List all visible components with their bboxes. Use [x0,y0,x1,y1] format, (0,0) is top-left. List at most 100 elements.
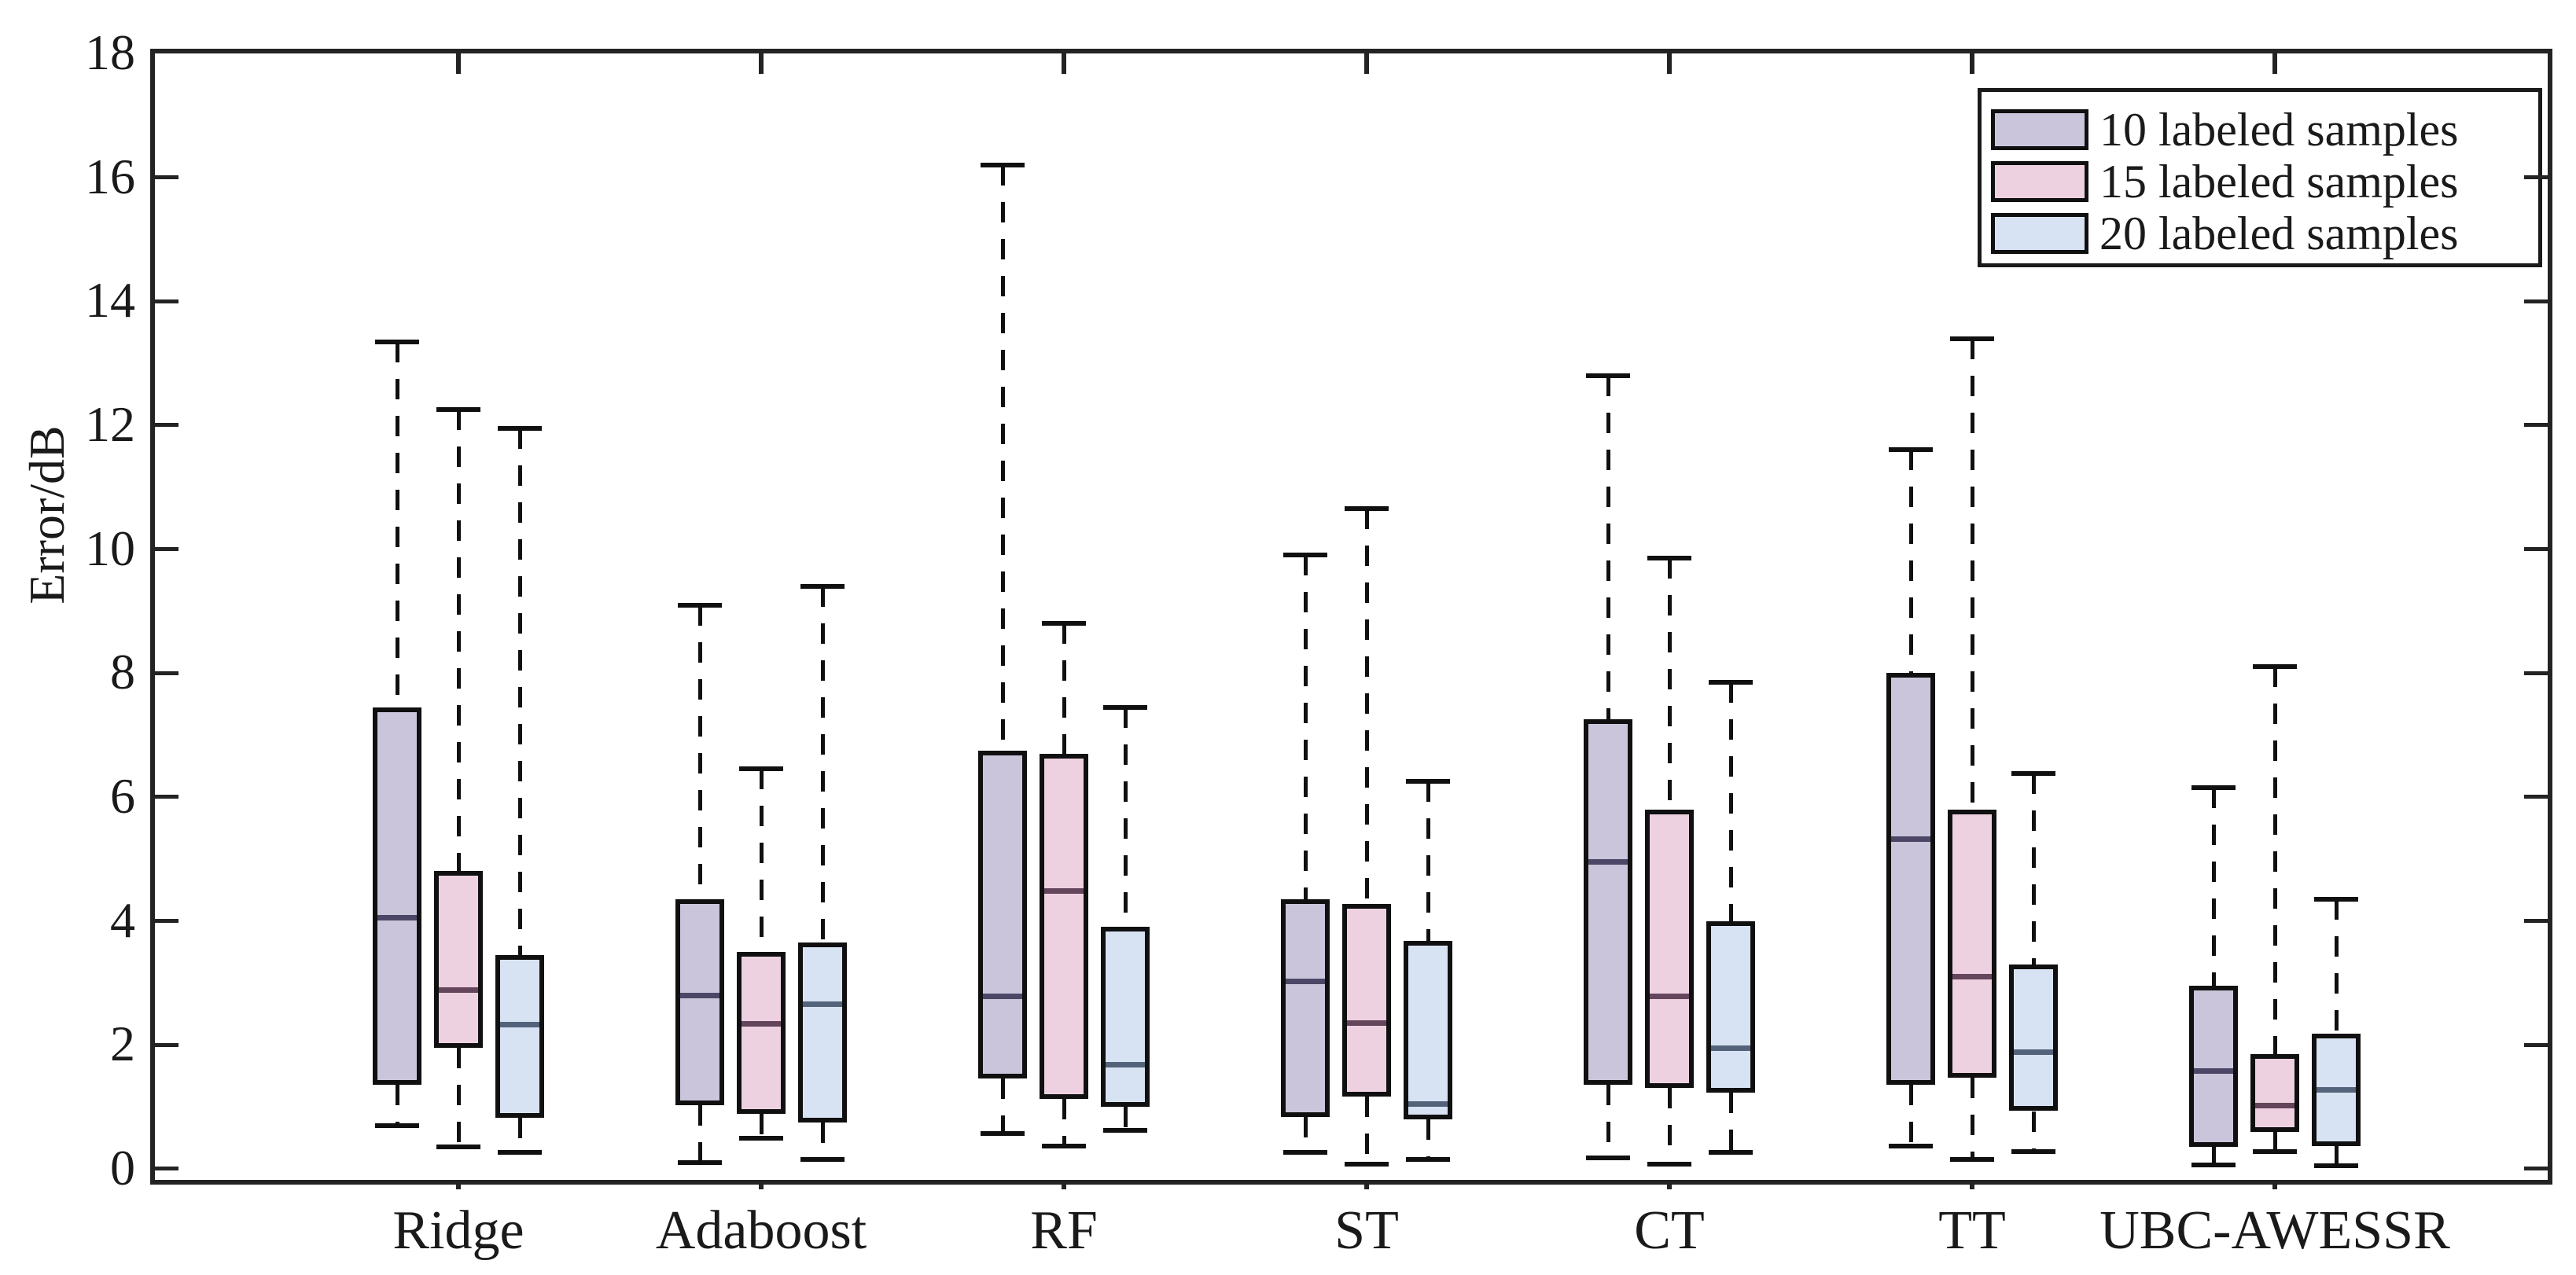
y-tick-mark-right [2524,1167,2548,1171]
box-15-samples [434,871,483,1049]
whisker-lower [1000,1078,1005,1134]
whisker-lower [517,1118,522,1153]
whisker-cap-top [1950,336,1994,341]
median-line [983,994,1022,1000]
whisker-cap-bottom [1345,1161,1389,1167]
y-tick-mark-left [155,299,178,303]
box-15-samples [1948,809,1996,1078]
whisker-cap-bottom [1406,1156,1450,1162]
whisker-lower [1970,1077,1974,1159]
legend: 10 labeled samples 15 labeled samples 20… [1978,88,2542,267]
y-tick-label: 0 [110,1139,135,1196]
y-tick-mark-left [155,547,178,552]
whisker-upper [2334,898,2339,1034]
whisker-upper [1426,781,1430,941]
x-tick-mark-top [1062,53,1066,74]
whisker-cap-bottom [1709,1149,1753,1155]
whisker-cap-top [800,583,845,589]
whisker-cap-bottom [2253,1148,2297,1154]
box-15-samples [1040,753,1088,1099]
whisker-upper [395,341,399,707]
median-line [742,1020,781,1027]
median-line [2255,1102,2294,1108]
whisker-lower [1426,1119,1430,1159]
legend-label: 10 labeled samples [2099,104,2459,156]
y-tick-label: 2 [110,1016,135,1072]
whisker-cap-top [2011,770,2055,776]
whisker-cap-bottom [2314,1163,2358,1168]
x-tick-mark-bottom [759,1180,764,1189]
legend-label: 20 labeled samples [2099,208,2459,259]
y-tick-mark-right [2524,919,2548,924]
box-10-samples [675,898,724,1105]
median-line [1952,973,1992,979]
median-line [1711,1045,1750,1051]
whisker-upper [1606,375,1610,720]
legend-row: 15 labeled samples [1982,156,2538,208]
x-tick-mark-bottom [2272,1180,2277,1189]
whisker-cap-bottom [739,1136,783,1141]
whisker-upper [697,604,702,899]
whisker-lower [1364,1096,1369,1164]
y-tick-mark-left [155,175,178,180]
y-tick-label: 8 [110,644,135,700]
y-tick-label: 10 [85,520,135,576]
median-line [377,915,417,921]
whisker-lower [395,1085,399,1126]
median-line [803,1001,842,1008]
median-line [439,987,478,994]
y-tick-mark-right [2524,1042,2548,1047]
x-tick-label: TT [1938,1200,2006,1261]
y-tick-mark-right [2524,547,2548,552]
x-tick-mark-top [2272,53,2277,74]
y-tick-mark-right [2524,299,2548,303]
y-tick-mark-right [2524,175,2548,180]
whisker-cap-top [2253,664,2297,670]
median-line [680,992,719,998]
legend-swatch-15-samples [1991,161,2088,202]
whisker-cap-bottom [1889,1143,1933,1148]
whisker-cap-top [498,425,542,431]
whisker-cap-top [1406,779,1450,784]
whisker-cap-top [1283,553,1327,558]
whisker-upper [1667,558,1672,810]
median-line [1650,994,1689,1000]
whisker-upper [1364,509,1369,905]
x-tick-mark-top [1970,53,1974,74]
x-tick-mark-top [456,53,461,74]
whisker-upper [1908,450,1913,674]
whisker-cap-bottom [1042,1143,1086,1148]
box-20-samples [1101,927,1150,1107]
median-line [2194,1067,2233,1074]
box-10-samples [2189,986,2238,1148]
whisker-lower [1728,1092,1733,1152]
y-tick-mark-left [155,919,178,924]
box-15-samples [2250,1053,2299,1132]
x-tick-label: CT [1634,1200,1705,1261]
box-15-samples [1342,904,1391,1097]
median-line [1408,1100,1448,1107]
y-axis-title: Error/dB [19,425,75,604]
whisker-upper [820,586,825,943]
whisker-upper [2031,773,2036,965]
whisker-upper [1970,338,1974,810]
whisker-cap-top [1889,447,1933,453]
y-tick-label: 16 [85,148,135,204]
x-tick-mark-top [1667,53,1672,74]
median-line [2014,1049,2053,1056]
box-15-samples [737,951,786,1115]
box-10-samples [1584,719,1632,1086]
x-tick-label: ST [1334,1200,1399,1261]
median-line [1044,888,1084,895]
whisker-cap-top [436,407,480,413]
box-10-samples [1281,898,1330,1117]
whisker-cap-top [1103,704,1147,710]
whisker-lower [2031,1111,2036,1152]
whisker-lower [2334,1146,2339,1166]
x-tick-mark-bottom [1364,1180,1369,1189]
x-tick-mark-bottom [1667,1180,1672,1189]
box-15-samples [1645,809,1694,1089]
whisker-upper [517,428,522,955]
median-line [1106,1061,1145,1067]
whisker-cap-bottom [2011,1148,2055,1154]
